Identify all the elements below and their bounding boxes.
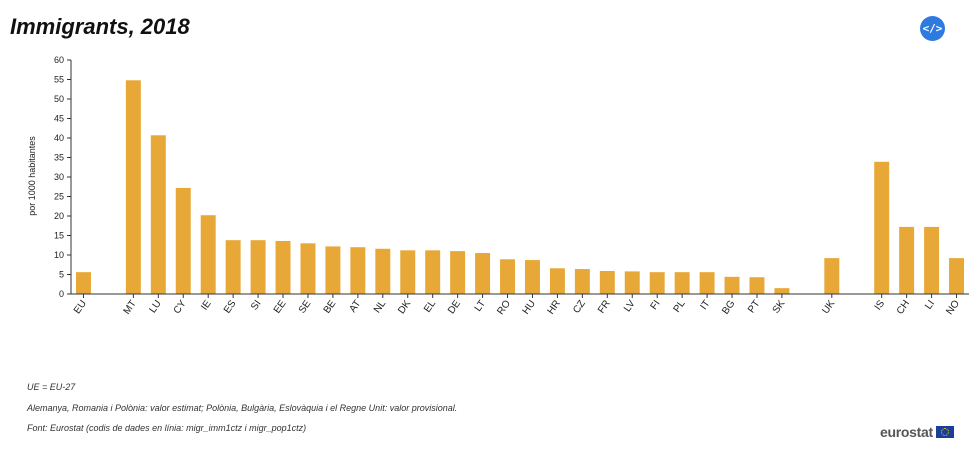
x-tick-label: NL bbox=[372, 298, 389, 315]
bar-dk[interactable] bbox=[400, 250, 416, 294]
bar-pt[interactable] bbox=[749, 277, 765, 294]
bar-lu[interactable] bbox=[150, 135, 166, 294]
bar-be[interactable] bbox=[325, 246, 341, 294]
y-axis-label: por 1000 habitantes bbox=[27, 136, 37, 216]
x-tick-label: PT bbox=[746, 298, 762, 315]
y-tick-label: 5 bbox=[59, 270, 64, 280]
bar-fr[interactable] bbox=[599, 270, 615, 294]
bar-se[interactable] bbox=[300, 243, 316, 294]
y-tick-label: 55 bbox=[54, 75, 64, 85]
bar-ee[interactable] bbox=[275, 240, 291, 294]
note-estimates: Alemanya, Romania i Polònia: valor estim… bbox=[27, 403, 458, 413]
note-eu27: UE = EU-27 bbox=[27, 382, 76, 392]
x-tick-label: NO bbox=[944, 298, 962, 317]
bar-cy[interactable] bbox=[175, 187, 191, 294]
eurostat-logo-text: eurostat bbox=[880, 424, 933, 440]
x-tick-label: HR bbox=[546, 298, 563, 316]
bar-bg[interactable] bbox=[724, 276, 740, 294]
bar-it[interactable] bbox=[699, 272, 715, 294]
bar-sk[interactable] bbox=[774, 288, 790, 294]
bar-hu[interactable] bbox=[524, 260, 540, 294]
x-tick-label: SI bbox=[249, 298, 263, 312]
x-tick-label: CH bbox=[895, 298, 912, 316]
bar-is[interactable] bbox=[874, 161, 890, 294]
x-tick-label: MT bbox=[122, 298, 139, 316]
bar-es[interactable] bbox=[225, 240, 241, 294]
bar-nl[interactable] bbox=[375, 248, 391, 294]
x-tick-label: EU bbox=[72, 298, 89, 316]
x-tick-label: IS bbox=[873, 298, 888, 312]
x-tick-label: RO bbox=[495, 298, 513, 317]
bar-si[interactable] bbox=[250, 240, 266, 294]
x-tick-label: ES bbox=[222, 298, 239, 316]
y-tick-label: 35 bbox=[54, 153, 64, 163]
bar-cz[interactable] bbox=[574, 269, 590, 294]
x-tick-label: BG bbox=[720, 298, 737, 316]
y-tick-label: 45 bbox=[54, 114, 64, 124]
x-tick-label: FI bbox=[649, 298, 663, 312]
y-tick-label: 20 bbox=[54, 211, 64, 221]
bar-de[interactable] bbox=[450, 251, 466, 294]
bar-uk[interactable] bbox=[824, 258, 840, 294]
bar-no[interactable] bbox=[949, 258, 965, 294]
x-tick-label: EE bbox=[272, 298, 289, 316]
bar-el[interactable] bbox=[425, 250, 441, 294]
x-tick-label: IE bbox=[199, 298, 214, 312]
x-tick-label: HU bbox=[521, 298, 538, 316]
x-tick-label: BE bbox=[322, 298, 339, 316]
bar-ro[interactable] bbox=[500, 259, 516, 294]
x-tick-label: UK bbox=[820, 298, 837, 316]
x-tick-label: LI bbox=[923, 298, 937, 311]
y-tick-label: 50 bbox=[54, 94, 64, 104]
y-tick-label: 25 bbox=[54, 192, 64, 202]
x-tick-label: SE bbox=[297, 298, 314, 316]
bar-hr[interactable] bbox=[549, 268, 565, 294]
x-tick-label: DE bbox=[446, 298, 463, 316]
code-icon: </> bbox=[922, 22, 943, 35]
x-tick-label: LT bbox=[473, 298, 488, 313]
y-tick-label: 10 bbox=[54, 250, 64, 260]
bar-at[interactable] bbox=[350, 247, 366, 294]
x-axis: EU MT LU CY IE ES SI EE SE BE AT NL DK EL DE LT RO HU HR CZ… bbox=[71, 293, 969, 317]
y-tick-label: 0 bbox=[59, 289, 64, 299]
chart-title: Immigrants, 2018 bbox=[10, 14, 190, 39]
x-tick-label: FR bbox=[596, 298, 613, 315]
x-tick-label: CY bbox=[172, 298, 189, 316]
bar-eu[interactable] bbox=[75, 272, 91, 294]
y-tick-label: 30 bbox=[54, 172, 64, 182]
x-tick-label: LV bbox=[622, 298, 638, 314]
x-tick-label: LU bbox=[147, 298, 163, 315]
bar-mt[interactable] bbox=[125, 80, 141, 294]
y-axis: 0 5 10 15 20 25 30 35 40 45 50 55 60 bbox=[54, 55, 72, 299]
bar-li[interactable] bbox=[924, 226, 940, 294]
bar-fi[interactable] bbox=[649, 272, 665, 294]
bar-pl[interactable] bbox=[674, 272, 690, 294]
bar-lv[interactable] bbox=[624, 271, 640, 294]
x-tick-label: AT bbox=[347, 298, 363, 314]
y-tick-label: 60 bbox=[54, 55, 64, 65]
x-tick-label: PL bbox=[672, 298, 688, 315]
bar-ie[interactable] bbox=[200, 215, 216, 294]
x-tick-label: EL bbox=[422, 298, 438, 315]
note-source: Font: Eurostat (codis de dades en línia:… bbox=[27, 423, 307, 433]
x-tick-label: SK bbox=[771, 298, 788, 316]
eu-flag-icon bbox=[935, 426, 954, 438]
bars bbox=[75, 80, 965, 294]
x-tick-label: DK bbox=[396, 298, 413, 316]
bar-ch[interactable] bbox=[899, 226, 915, 294]
embed-code-button[interactable]: </> bbox=[920, 16, 945, 41]
y-tick-label: 15 bbox=[54, 231, 64, 241]
eurostat-logo: eurostat bbox=[880, 424, 954, 440]
x-tick-label: IT bbox=[698, 298, 712, 312]
x-tick-label: CZ bbox=[571, 298, 588, 315]
bar-lt[interactable] bbox=[475, 253, 491, 294]
y-tick-label: 40 bbox=[54, 133, 64, 143]
